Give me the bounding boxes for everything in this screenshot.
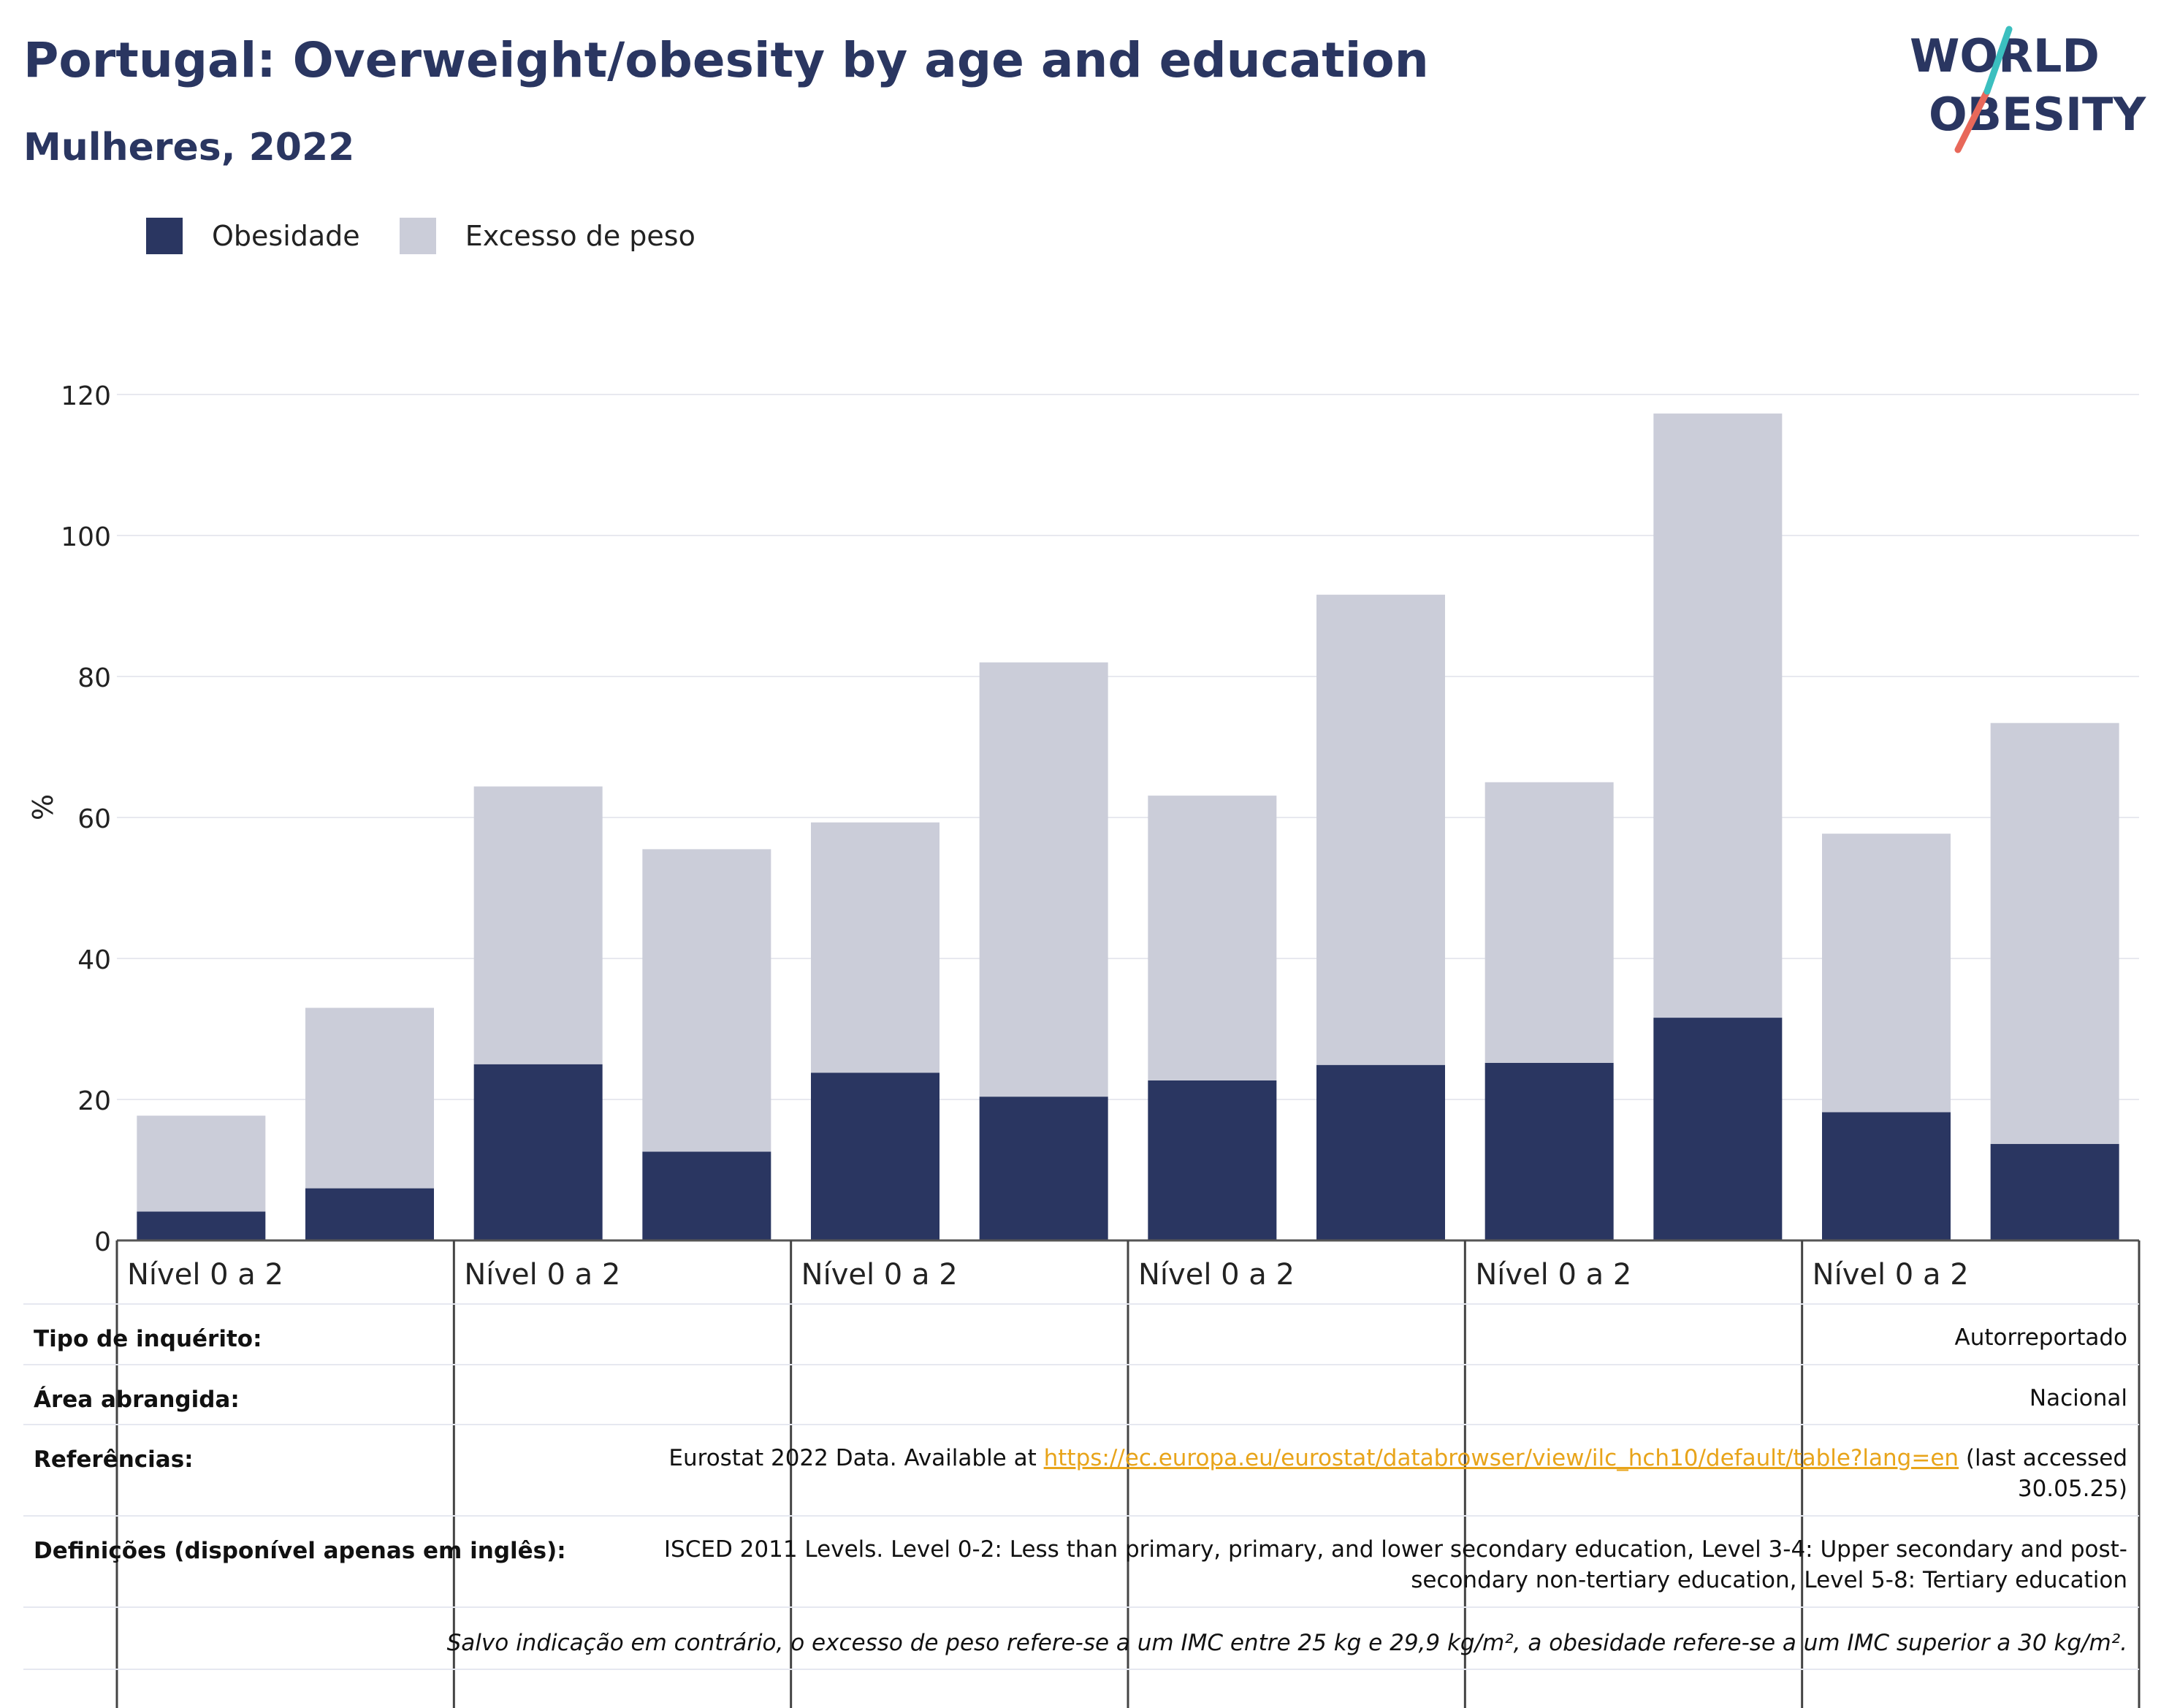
legend-swatch-overweight [399, 218, 436, 254]
bar-overweight[interactable] [1653, 413, 1783, 1018]
references-prefix: Eurostat 2022 Data. Available at [668, 1445, 1037, 1471]
area-value: Nacional [2029, 1385, 2127, 1411]
survey-type-label: Tipo de inquérito: [34, 1326, 262, 1352]
world-obesity-logo: WORLD OBESITY [1910, 26, 2146, 153]
bar-obesity[interactable] [811, 1072, 940, 1240]
legend-label-overweight: Excesso de peso [465, 220, 695, 252]
bar-overweight[interactable] [642, 849, 771, 1152]
bar-obesity[interactable] [1148, 1080, 1277, 1240]
bar-overweight[interactable] [305, 1007, 434, 1189]
references-suffix: (last accessed [1965, 1445, 2127, 1471]
group-label: Nível 0 a 2 [801, 1258, 958, 1292]
bar-overweight[interactable] [1990, 723, 2119, 1144]
definitions-line2: secondary non-tertiary education, Level … [1411, 1567, 2127, 1593]
bar-overweight[interactable] [1148, 796, 1277, 1080]
chart-subtitle: Mulheres, 2022 [23, 126, 355, 169]
y-axis-label: % [27, 794, 59, 820]
bar-overweight[interactable] [1822, 834, 1951, 1113]
references-value: Eurostat 2022 Data. Available at https:/… [668, 1443, 2127, 1504]
y-tick-label: 40 [77, 945, 111, 975]
references-link[interactable]: https://ec.europa.eu/eurostat/databrowse… [1043, 1445, 1959, 1471]
legend-label-obesity: Obesidade [212, 220, 360, 252]
y-tick-label: 80 [77, 663, 111, 693]
definitions-label: Definições (disponível apenas em inglês)… [34, 1538, 566, 1564]
bar-obesity[interactable] [1485, 1062, 1614, 1240]
chart-title: Portugal: Overweight/obesity by age and … [23, 32, 1429, 88]
bar-obesity[interactable] [642, 1151, 771, 1240]
definitions-line1: ISCED 2011 Levels. Level 0-2: Less than … [663, 1536, 2127, 1563]
definitions-value: ISCED 2011 Levels. Level 0-2: Less than … [664, 1534, 2127, 1595]
bmi-definition-note: Salvo indicação em contrário, o excesso … [446, 1630, 2127, 1656]
legend-item-overweight[interactable]: Excesso de peso [399, 218, 695, 254]
group-label: Nível 0 a 2 [127, 1258, 283, 1292]
bar-obesity[interactable] [1822, 1112, 1951, 1240]
bar-obesity[interactable] [979, 1097, 1108, 1240]
bar-overweight[interactable] [473, 786, 603, 1064]
legend-swatch-obesity [146, 218, 183, 254]
references-date: 30.05.25) [2017, 1476, 2127, 1502]
chart-legend: Obesidade Excesso de peso [146, 218, 735, 254]
y-tick-label: 60 [77, 804, 111, 834]
bar-overweight[interactable] [1316, 595, 1445, 1065]
group-label: Nível 0 a 2 [464, 1258, 620, 1292]
references-label: Referências: [34, 1446, 194, 1473]
legend-item-obesity[interactable]: Obesidade [146, 218, 360, 254]
area-label: Área abrangida: [34, 1387, 240, 1413]
survey-type-value: Autorreportado [1954, 1324, 2128, 1351]
bar-overweight[interactable] [137, 1116, 266, 1212]
bar-obesity[interactable] [473, 1064, 603, 1240]
y-tick-label: 120 [61, 381, 111, 411]
y-tick-label: 20 [77, 1086, 111, 1116]
bar-obesity[interactable] [1653, 1018, 1783, 1240]
y-tick-label: 100 [61, 522, 111, 552]
bar-obesity[interactable] [137, 1211, 266, 1240]
bar-overweight[interactable] [811, 822, 940, 1073]
bar-obesity[interactable] [1990, 1143, 2119, 1240]
bar-obesity[interactable] [305, 1188, 434, 1240]
bar-overweight[interactable] [1485, 782, 1614, 1063]
group-label: Nível 0 a 2 [1813, 1258, 1969, 1292]
bar-overweight[interactable] [979, 662, 1108, 1097]
y-tick-label: 0 [94, 1227, 111, 1257]
bar-obesity[interactable] [1316, 1064, 1445, 1240]
group-label: Nível 0 a 2 [1138, 1258, 1295, 1292]
group-label: Nível 0 a 2 [1475, 1258, 1631, 1292]
